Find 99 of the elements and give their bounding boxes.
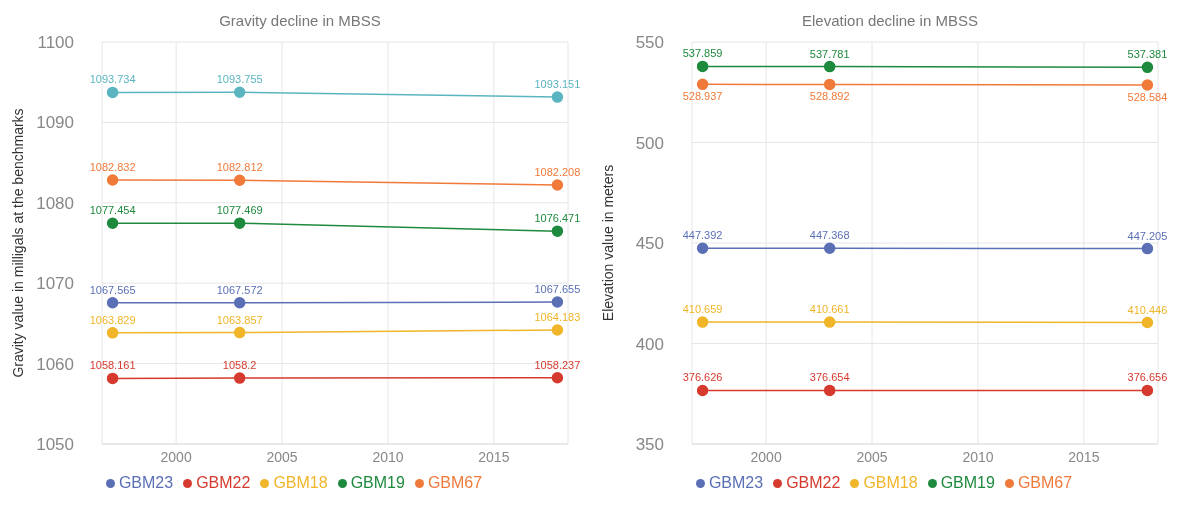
- point: [551, 324, 564, 336]
- y-tick-label: 1070: [36, 274, 74, 294]
- data-label: 1067.572: [216, 283, 263, 296]
- legend-label: GBM18: [273, 474, 328, 491]
- data-label: 1082.832: [89, 161, 136, 174]
- point: [233, 372, 246, 384]
- data-label: 528.584: [1127, 91, 1168, 104]
- data-label: 376.626: [682, 371, 723, 384]
- data-label: 410.446: [1127, 303, 1168, 316]
- data-label: 447.392: [682, 229, 723, 242]
- point: [1141, 61, 1154, 74]
- data-label: 376.656: [1127, 371, 1168, 384]
- data-label: 447.368: [809, 229, 850, 242]
- y-tick-label: 550: [635, 33, 664, 53]
- data-label: 528.892: [809, 90, 850, 103]
- y-tick-label: 1080: [36, 193, 74, 213]
- legend-label: GBM19: [350, 474, 405, 491]
- point: [551, 296, 564, 308]
- data-label: 1093.151: [534, 78, 581, 91]
- data-label: 1067.565: [89, 283, 136, 296]
- y-tick-label: 1050: [36, 435, 74, 455]
- y-tick-label: 450: [635, 234, 664, 254]
- x-tick-label: 2015: [1068, 448, 1100, 465]
- y-axis-title: Elevation value in meters: [599, 164, 616, 322]
- point: [696, 384, 709, 397]
- data-label: 537.381: [1127, 48, 1168, 61]
- point: [823, 316, 836, 328]
- legend-label: GBM18: [863, 474, 918, 491]
- point: [823, 384, 836, 397]
- data-label: 1064.183: [534, 310, 581, 323]
- legend-label: GBM22: [196, 474, 251, 491]
- x-tick-label: 2015: [478, 448, 510, 465]
- data-label: 410.661: [809, 303, 850, 316]
- x-tick-label: 2000: [750, 448, 782, 465]
- point: [106, 217, 119, 230]
- point: [823, 242, 836, 255]
- y-tick-label: 1100: [37, 33, 74, 53]
- x-tick-label: 2005: [266, 448, 298, 465]
- point: [233, 296, 246, 309]
- y-tick-label: 1060: [36, 354, 74, 374]
- point: [233, 174, 246, 186]
- point: [696, 242, 709, 254]
- legend-label: GBM67: [427, 474, 483, 491]
- data-label: 528.937: [682, 90, 723, 103]
- data-label: 1077.454: [89, 204, 136, 217]
- point: [1141, 316, 1154, 329]
- point: [696, 316, 709, 328]
- point: [233, 217, 246, 229]
- point: [551, 225, 564, 237]
- legend-label: GBM23: [118, 474, 174, 491]
- point: [106, 297, 119, 309]
- data-label: 1058.2: [222, 359, 257, 372]
- data-label: 1063.857: [216, 313, 263, 326]
- data-label: 447.205: [1127, 229, 1168, 242]
- x-tick-label: 2010: [962, 448, 994, 465]
- y-tick-label: 1090: [36, 113, 74, 133]
- y-tick-label: 500: [635, 133, 664, 153]
- data-label: 1093.755: [216, 73, 263, 86]
- point: [1141, 242, 1154, 255]
- x-tick-label: 2000: [160, 448, 192, 465]
- data-label: 1058.237: [534, 358, 581, 371]
- legend-label: GBM23: [708, 474, 764, 491]
- chart-title: Elevation decline in MBSS: [801, 12, 979, 29]
- data-label: 537.781: [809, 47, 850, 60]
- point: [551, 91, 564, 103]
- data-label: 1082.208: [534, 166, 581, 179]
- data-label: 537.859: [682, 47, 723, 60]
- point: [233, 326, 246, 339]
- point: [106, 372, 119, 385]
- point: [233, 86, 246, 98]
- data-label: 410.659: [682, 303, 723, 316]
- legend-label: GBM67: [1017, 474, 1073, 491]
- y-tick-label: 350: [635, 435, 664, 455]
- x-tick-label: 2005: [856, 448, 888, 465]
- data-label: 1082.812: [216, 161, 263, 174]
- legend-label: GBM22: [786, 474, 841, 491]
- chart-title: Gravity decline in MBSS: [218, 12, 382, 29]
- point: [106, 327, 119, 339]
- point: [1141, 79, 1154, 91]
- point: [823, 78, 836, 91]
- point: [106, 174, 119, 186]
- point: [551, 372, 564, 384]
- data-label: 1077.469: [216, 204, 263, 217]
- data-label: 1058.161: [89, 359, 136, 372]
- y-tick-label: 400: [635, 334, 664, 354]
- data-label: 1063.829: [89, 313, 136, 326]
- point: [1141, 384, 1154, 397]
- point: [696, 60, 709, 73]
- point: [551, 179, 564, 191]
- data-label: 376.654: [809, 371, 850, 384]
- data-label: 1067.655: [534, 283, 581, 296]
- x-tick-label: 2010: [372, 448, 404, 465]
- y-axis-title: Gravity value in milligals at the benchmarks: [9, 108, 26, 378]
- legend-label: GBM19: [940, 474, 995, 491]
- point: [696, 78, 709, 91]
- point: [106, 86, 119, 99]
- point: [823, 60, 836, 73]
- data-label: 1093.734: [89, 73, 136, 86]
- data-label: 1076.471: [534, 212, 581, 225]
